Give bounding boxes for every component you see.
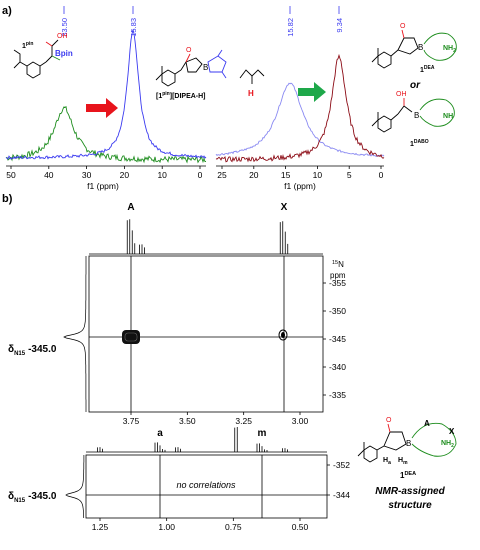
lower-xticks-label-0: 1.25 bbox=[92, 522, 109, 532]
no-correlations-text: no correlations bbox=[176, 480, 236, 490]
right-ticks-label-3: 10 bbox=[313, 170, 323, 180]
right-ticks-label-4: 5 bbox=[347, 170, 352, 180]
blue-spectrum-trace bbox=[5, 29, 207, 160]
dea-o-label: O bbox=[400, 23, 406, 30]
upper-xticks-label-2: 3.25 bbox=[235, 416, 252, 426]
spectrum-left: 50 40 30 20 10 0 f1 (ppm) 33.50 15.83 bbox=[5, 6, 207, 191]
upper-y-ticks: -355 -350 -345 -340 -335 bbox=[323, 278, 346, 400]
peak-X-label: X bbox=[281, 202, 288, 213]
upper-yticks-label-4: -335 bbox=[329, 390, 346, 400]
delta-n15-lower: δN15 -345.0 bbox=[8, 491, 57, 504]
lower-2d-plot bbox=[85, 454, 328, 519]
compound-1pin-label: 1pin bbox=[22, 41, 33, 50]
lower-1h-projection bbox=[86, 426, 327, 453]
peak-label-33-50: 33.50 bbox=[60, 18, 69, 37]
compound-1-pin: OH Bpin 1pin bbox=[13, 33, 73, 79]
assigned-nh2-label: NH2 bbox=[441, 440, 454, 449]
assigned-compound-label: 1DEA bbox=[400, 471, 416, 480]
dea-b-label: B bbox=[418, 43, 423, 52]
assigned-A-label: A bbox=[424, 419, 430, 428]
lower-xticks-label-1: 1.00 bbox=[158, 522, 175, 532]
left-ticks-label-0: 50 bbox=[6, 170, 16, 180]
upper-15n-projection bbox=[63, 256, 87, 412]
upper-yticks-label-1: -350 bbox=[329, 306, 346, 316]
dabo-oh-label: OH bbox=[396, 91, 407, 98]
upper-yticks-label-0: -355 bbox=[329, 278, 346, 288]
hm-label: Hm bbox=[398, 457, 408, 466]
spectrum-right-ticks: 25 20 15 10 5 0 bbox=[217, 166, 384, 180]
green-arrow bbox=[298, 82, 326, 102]
lower-xticks-label-2: 0.75 bbox=[225, 522, 242, 532]
lower-x-ticks: 1.25 1.00 0.75 0.50 bbox=[92, 518, 309, 532]
maroon-spectrum-trace bbox=[215, 53, 385, 163]
left-ticks-label-5: 0 bbox=[198, 170, 203, 180]
compound-1-dea: O B NH2 1DEA bbox=[371, 23, 457, 74]
salt-label: [1pin][DIPEA-H] bbox=[156, 91, 206, 100]
left-ticks-label-3: 20 bbox=[120, 170, 130, 180]
red-arrow bbox=[86, 98, 118, 118]
salt-nh-label: H bbox=[248, 89, 254, 98]
upper-yticks-label-3: -340 bbox=[329, 362, 346, 372]
left-ticks-label-4: 10 bbox=[157, 170, 167, 180]
lower-xticks-label-3: 0.50 bbox=[292, 522, 309, 532]
upper-xticks-label-0: 3.75 bbox=[123, 416, 140, 426]
peak-label-9-34: 9.34 bbox=[335, 18, 344, 33]
dea-nh2-label: NH2 bbox=[443, 45, 456, 54]
salt-o-label: O bbox=[186, 47, 192, 54]
spectrum-left-xlabel: f1 (ppm) bbox=[87, 181, 119, 191]
delta-n15-upper: δN15 -345.0 bbox=[8, 344, 57, 357]
right-ticks-label-5: 0 bbox=[379, 170, 384, 180]
peak-m-label: m bbox=[258, 428, 267, 439]
upper-yticks-label-2: -345 bbox=[329, 334, 346, 344]
assigned-X-label: X bbox=[449, 427, 455, 436]
lower-yticks-label-1: -344 bbox=[333, 490, 350, 500]
dabo-nh-label: NH bbox=[443, 113, 453, 120]
nmr-assigned-structure: O B NH2 A X Ha Hm 1DEA NMR-assigned stru… bbox=[357, 417, 457, 511]
or-text: or bbox=[410, 80, 421, 91]
lower-yticks-label-0: -352 bbox=[333, 460, 350, 470]
cross-peak-X-core bbox=[281, 332, 285, 338]
oh-label: OH bbox=[57, 33, 68, 40]
nmr-assigned-caption: NMR-assigned bbox=[375, 486, 445, 497]
assigned-b-label: B bbox=[406, 439, 411, 448]
n15-axis-label: 15N bbox=[332, 260, 344, 269]
green-spectrum-trace bbox=[5, 105, 207, 164]
compound-1-dabo: OH B NH 1DABO bbox=[371, 91, 455, 148]
cross-peak-A bbox=[122, 330, 140, 344]
upper-1h-projection bbox=[89, 219, 323, 255]
peak-label-15-83: 15.83 bbox=[129, 18, 138, 37]
right-ticks-label-2: 15 bbox=[281, 170, 291, 180]
lower-15n-projection bbox=[65, 455, 85, 518]
left-ticks-label-1: 40 bbox=[44, 170, 54, 180]
ppm-label: ppm bbox=[330, 271, 346, 280]
left-ticks-label-2: 30 bbox=[82, 170, 92, 180]
dabo-label: 1DABO bbox=[410, 139, 429, 148]
panel-b-label: b) bbox=[2, 193, 13, 205]
upper-x-ticks: 3.75 3.50 3.25 3.00 bbox=[123, 412, 309, 426]
peak-a-label: a bbox=[157, 428, 163, 439]
upper-xticks-label-1: 3.50 bbox=[179, 416, 196, 426]
dabo-b-label: B bbox=[414, 111, 419, 120]
spectrum-right: 25 20 15 10 5 0 f1 (ppm) 15.82 9.34 bbox=[215, 6, 385, 191]
salt-b-label: B bbox=[203, 63, 208, 72]
lower-y-ticks: -352 -344 bbox=[327, 460, 350, 500]
upper-xticks-label-3: 3.00 bbox=[292, 416, 309, 426]
compound-salt: O B H [1pin][DIPEA-H] bbox=[155, 47, 265, 100]
panel-a-label: a) bbox=[2, 5, 12, 17]
right-ticks-label-1: 20 bbox=[249, 170, 259, 180]
structure-caption: structure bbox=[388, 500, 432, 511]
spectrum-right-xlabel: f1 (ppm) bbox=[284, 181, 316, 191]
bpin-label: Bpin bbox=[55, 49, 73, 58]
light-blue-spectrum-trace bbox=[215, 82, 385, 157]
cross-peak-X bbox=[278, 329, 288, 341]
spectrum-left-ticks: 50 40 30 20 10 0 bbox=[6, 166, 203, 180]
peak-A-label: A bbox=[127, 202, 134, 213]
ha-label: Ha bbox=[383, 457, 391, 466]
hmbc-2d-plot bbox=[88, 255, 324, 413]
dea-label: 1DEA bbox=[420, 65, 435, 74]
peak-label-15-82: 15.82 bbox=[286, 18, 295, 37]
right-ticks-label-0: 25 bbox=[217, 170, 227, 180]
assigned-o-label: O bbox=[386, 417, 392, 424]
